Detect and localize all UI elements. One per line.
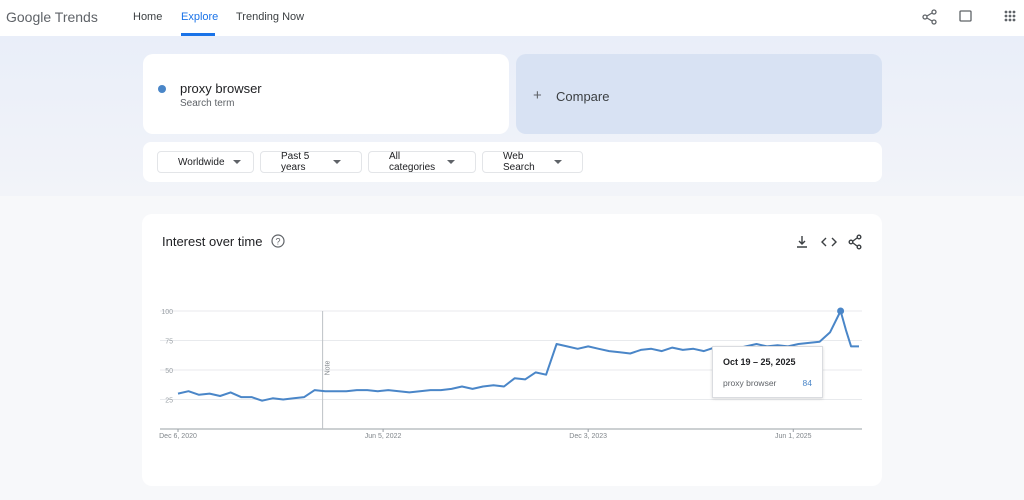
term-dot	[158, 85, 166, 93]
tooltip-date: Oct 19 – 25, 2025	[723, 357, 796, 367]
x-tick-label: Dec 6, 2020	[159, 433, 197, 440]
y-tick-label: 50	[165, 368, 173, 375]
compare-plus: +	[533, 87, 542, 104]
y-tick-label: 75	[165, 339, 173, 346]
search-card[interactable]	[143, 54, 509, 134]
tooltip-value: 84	[802, 378, 812, 388]
top-bar	[0, 0, 1024, 36]
x-tick-label: Jun 5, 2022	[365, 433, 402, 440]
x-tick-label: Jun 1, 2025	[775, 433, 812, 440]
y-tick-label: 25	[165, 398, 173, 405]
annotation-label: Note	[325, 361, 332, 376]
filter-chip[interactable]: Past 5 years	[260, 151, 362, 173]
nav-home[interactable]: Home	[133, 11, 163, 23]
compare-card[interactable]	[516, 54, 882, 134]
search-subtitle: Search term	[180, 98, 235, 109]
compare-label[interactable]: Compare	[556, 89, 610, 104]
series-line	[177, 310, 859, 402]
search-term[interactable]: proxy browser	[180, 81, 262, 96]
tooltip: Oct 19 – 25, 2025 proxy browser 84	[712, 346, 823, 398]
nav-explore[interactable]: Explore	[181, 11, 219, 23]
tooltip-term: proxy browser	[723, 378, 777, 388]
filter-chip[interactable]: All categories	[368, 151, 476, 173]
filter-chip[interactable]: Web Search	[482, 151, 583, 173]
header-icons[interactable]	[920, 8, 1020, 26]
nav-underline	[181, 33, 215, 36]
svg-text:?: ?	[275, 237, 280, 247]
panel-title: Interest over time	[162, 234, 263, 249]
y-tick-label: 100	[161, 309, 173, 316]
nav-trending[interactable]: Trending Now	[236, 11, 305, 23]
x-tick-label: Dec 3, 2023	[569, 433, 607, 440]
filter-chip[interactable]: Worldwide	[157, 151, 254, 173]
help-icon[interactable]: ?	[270, 233, 286, 249]
hover-point	[837, 307, 845, 315]
logo[interactable]: Google Trends	[6, 9, 98, 25]
panel-icons[interactable]	[795, 234, 865, 250]
